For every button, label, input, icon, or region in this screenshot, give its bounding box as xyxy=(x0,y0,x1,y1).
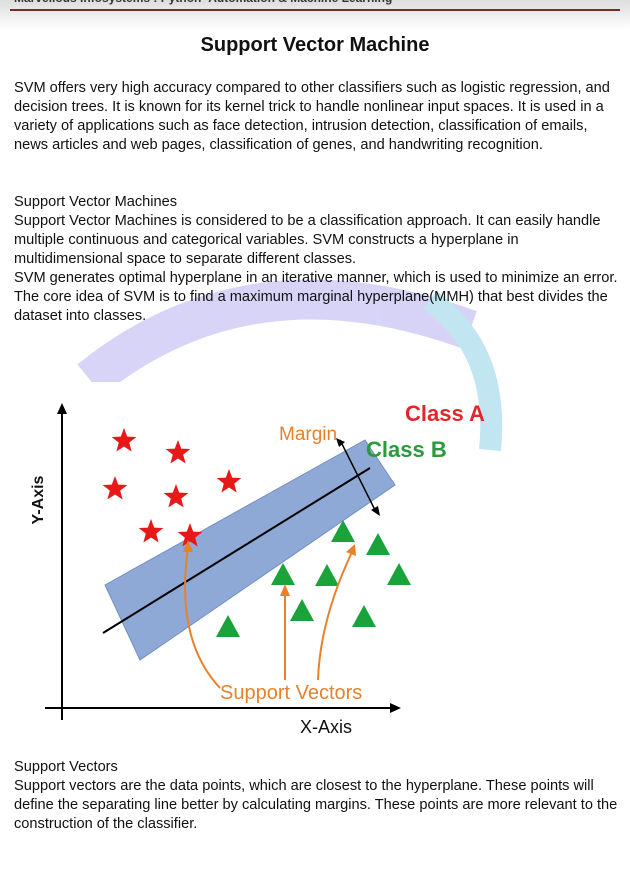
arrow-head xyxy=(57,403,67,414)
paragraph: The core idea of SVM is to find a maximu… xyxy=(14,289,608,324)
section: Support Vector Machines Support Vector M… xyxy=(14,193,620,326)
triangle xyxy=(352,605,376,627)
star xyxy=(138,519,164,543)
triangle xyxy=(315,564,339,586)
paragraph: Support Vector Machines is considered to… xyxy=(14,213,601,267)
arrow-head xyxy=(183,540,193,552)
watermark xyxy=(77,279,503,452)
x-axis-label: X-Axis xyxy=(300,717,352,737)
triangle xyxy=(387,563,411,585)
section: Support Vectors Support vectors are the … xyxy=(14,758,620,834)
margin-label: Margin xyxy=(279,424,337,445)
arrow-head xyxy=(371,506,380,516)
arrow-head xyxy=(346,544,356,556)
paragraph: SVM generates optimal hyperplane in an i… xyxy=(14,270,618,286)
star xyxy=(177,523,203,547)
triangle xyxy=(366,533,390,555)
arrow-head xyxy=(390,703,401,713)
section-heading: Support Vector Machines xyxy=(14,194,178,210)
class-b-label: Class B xyxy=(366,437,447,462)
support-arrows xyxy=(184,547,353,689)
y-axis-label: Y-Axis xyxy=(30,475,47,524)
star xyxy=(216,469,242,493)
triangle xyxy=(271,563,295,585)
class-a-label: Class A xyxy=(405,401,485,426)
header-title: Marvellous Infosystems : Python- Automat… xyxy=(14,0,392,5)
section-heading: Support Vectors xyxy=(14,759,118,775)
header-rule xyxy=(10,9,620,11)
margin-band xyxy=(104,439,396,661)
triangle xyxy=(290,599,314,621)
triangle xyxy=(216,615,240,637)
support-vectors-label: Support Vectors xyxy=(220,682,362,704)
paragraph: SVM offers very high accuracy compared t… xyxy=(14,80,610,153)
points xyxy=(102,428,411,637)
star xyxy=(165,440,191,464)
triangle xyxy=(331,520,355,542)
star xyxy=(102,476,128,500)
section: SVM offers very high accuracy compared t… xyxy=(14,79,620,155)
arrow-head xyxy=(336,438,345,447)
star xyxy=(111,428,137,452)
paragraph: Support vectors are the data points, whi… xyxy=(14,778,618,832)
header: Marvellous Infosystems : Python- Automat… xyxy=(0,0,630,30)
hyperplane xyxy=(102,467,371,634)
page-title: Support Vector Machine xyxy=(200,34,430,56)
star xyxy=(163,484,189,508)
margin-arrow xyxy=(339,439,377,513)
arrow-head xyxy=(280,584,290,596)
